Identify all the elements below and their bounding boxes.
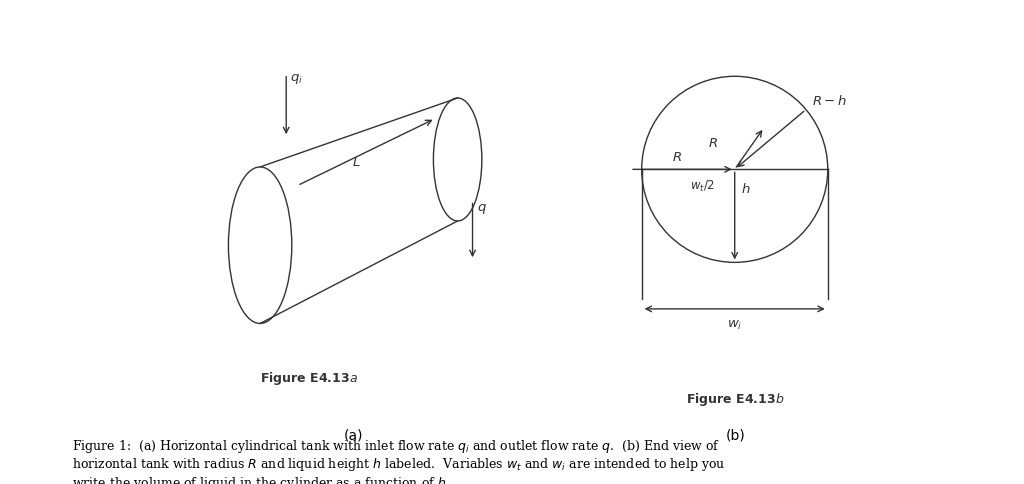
Text: (b): (b) (725, 428, 745, 442)
Text: $L$: $L$ (352, 156, 360, 169)
Text: Figure E4.13$a$: Figure E4.13$a$ (260, 370, 358, 387)
Text: $w_t/2$: $w_t/2$ (690, 179, 716, 194)
Text: $R-h$: $R-h$ (812, 93, 847, 107)
Text: Figure E4.13$b$: Figure E4.13$b$ (685, 391, 784, 408)
Text: $w_i$: $w_i$ (727, 318, 742, 332)
Text: $q_i$: $q_i$ (290, 72, 303, 86)
Text: write the volume of liquid in the cylinder as a function of $h$.: write the volume of liquid in the cylind… (72, 475, 450, 484)
Text: $q$: $q$ (477, 202, 487, 216)
Text: (a): (a) (343, 428, 364, 442)
Text: $R$: $R$ (672, 151, 682, 164)
Text: Figure 1:  (a) Horizontal cylindrical tank with inlet flow rate $q_i$ and outlet: Figure 1: (a) Horizontal cylindrical tan… (72, 438, 720, 455)
Text: $h$: $h$ (740, 182, 750, 196)
Text: $R$: $R$ (708, 137, 718, 150)
Text: horizontal tank with radius $R$ and liquid height $h$ labeled.  Variables $w_t$ : horizontal tank with radius $R$ and liqu… (72, 456, 725, 473)
